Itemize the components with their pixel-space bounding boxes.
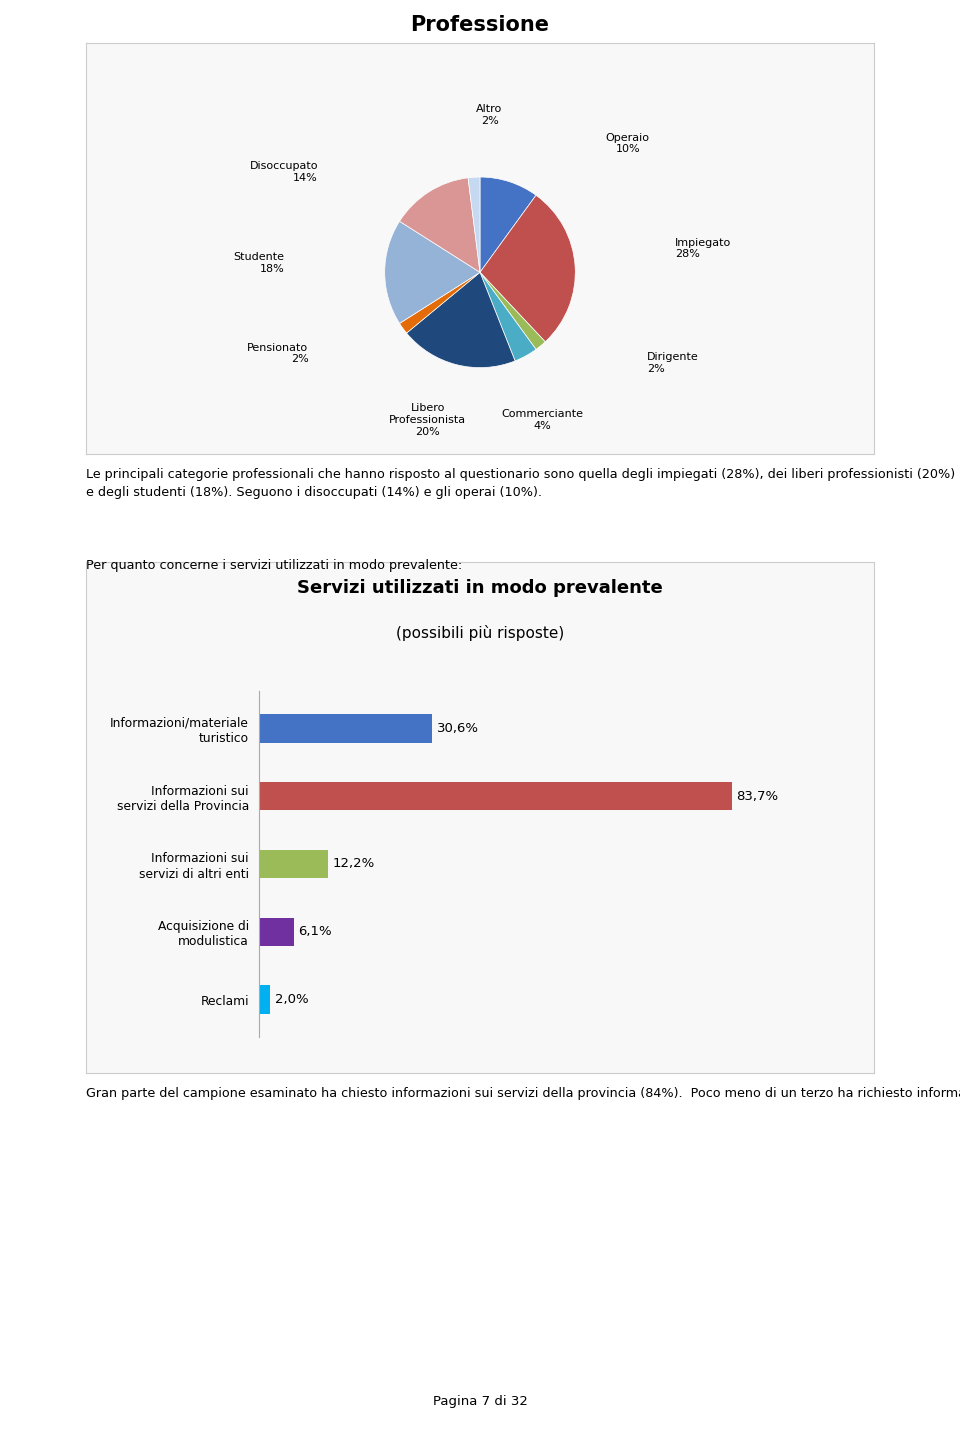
Text: 12,2%: 12,2% (332, 857, 374, 871)
Text: Per quanto concerne i servizi utilizzati in modo prevalente:: Per quanto concerne i servizi utilizzati… (86, 559, 463, 572)
Wedge shape (480, 272, 536, 361)
Text: Dirigente
2%: Dirigente 2% (647, 351, 699, 373)
Wedge shape (480, 177, 536, 272)
Text: Pensionato
2%: Pensionato 2% (248, 343, 308, 364)
Wedge shape (480, 196, 575, 341)
Title: Professione: Professione (411, 16, 549, 36)
Text: Impiegato
28%: Impiegato 28% (675, 238, 732, 259)
Bar (259, 714, 432, 743)
Text: Libero
Professionista
20%: Libero Professionista 20% (389, 403, 467, 436)
Text: 30,6%: 30,6% (437, 721, 478, 734)
Bar (259, 782, 732, 811)
Text: 6,1%: 6,1% (299, 926, 332, 939)
Wedge shape (468, 177, 480, 272)
Text: Servizi utilizzati in modo prevalente: Servizi utilizzati in modo prevalente (298, 579, 662, 596)
Bar (259, 850, 328, 878)
Bar (259, 985, 271, 1014)
Text: 83,7%: 83,7% (736, 789, 779, 802)
Text: Altro
2%: Altro 2% (476, 104, 503, 125)
Text: Gran parte del campione esaminato ha chiesto informazioni sui servizi della prov: Gran parte del campione esaminato ha chi… (86, 1087, 960, 1100)
Text: Le principali categorie professionali che hanno risposto al questionario sono qu: Le principali categorie professionali ch… (86, 468, 955, 500)
Bar (259, 917, 294, 946)
Text: (possibili più risposte): (possibili più risposte) (396, 625, 564, 641)
Text: Pagina 7 di 32: Pagina 7 di 32 (433, 1395, 527, 1408)
Wedge shape (385, 222, 480, 324)
Text: Commerciante
4%: Commerciante 4% (501, 409, 583, 431)
Text: Studente
18%: Studente 18% (233, 252, 285, 274)
Text: Operaio
10%: Operaio 10% (606, 132, 650, 154)
Text: 2,0%: 2,0% (275, 994, 308, 1007)
Wedge shape (399, 177, 480, 272)
Wedge shape (399, 272, 480, 333)
Text: Disoccupato
14%: Disoccupato 14% (250, 161, 318, 183)
Wedge shape (407, 272, 516, 367)
Wedge shape (480, 272, 545, 350)
